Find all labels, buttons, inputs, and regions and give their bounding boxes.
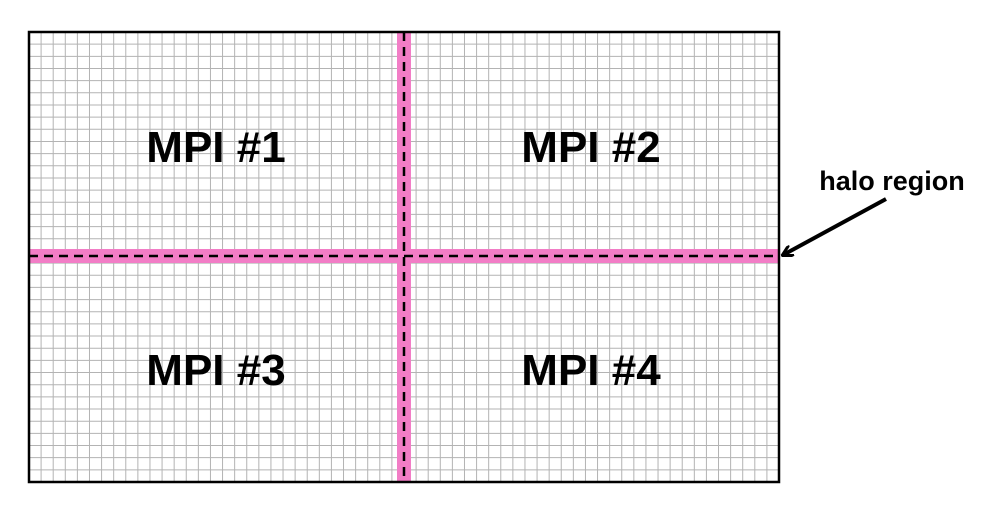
domain-border — [27, 30, 781, 484]
mpi-rank-2-label: MPI #2 — [521, 123, 660, 172]
halo-region-label: halo region — [819, 166, 965, 196]
mpi-rank-1-label: MPI #1 — [146, 123, 285, 172]
mpi-rank-3-label: MPI #3 — [146, 346, 285, 395]
halo-callout-arrow — [783, 197, 887, 255]
mpi-rank-4-label: MPI #4 — [521, 346, 661, 395]
